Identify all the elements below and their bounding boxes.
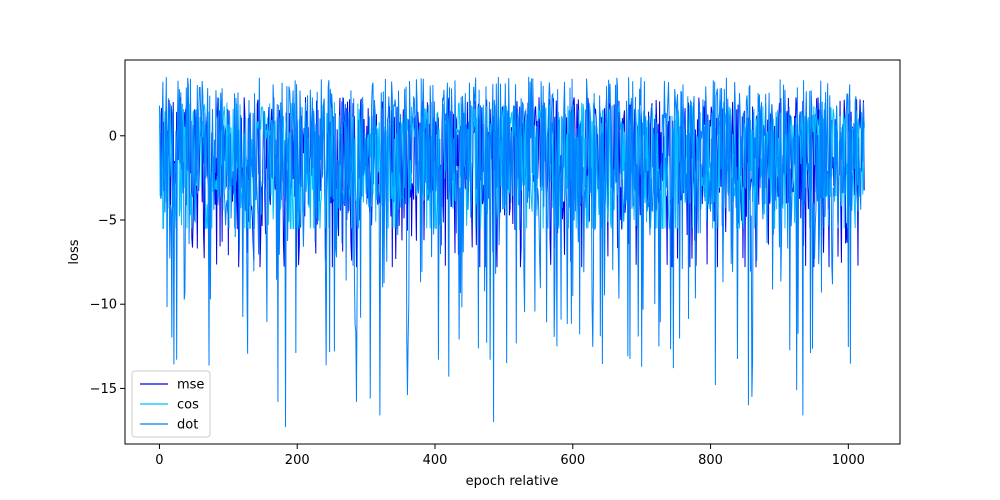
x-tick-label: 800 [698, 453, 723, 468]
x-tick-label: 200 [285, 453, 310, 468]
x-axis-label: epoch relative [466, 474, 559, 489]
x-tick-label: 1000 [832, 453, 865, 468]
x-tick-label: 400 [423, 453, 448, 468]
y-tick-label: −5 [98, 214, 117, 229]
x-tick-label: 600 [560, 453, 585, 468]
legend-label-dot: dot [177, 418, 198, 433]
legend-label-cos: cos [177, 398, 199, 413]
plot-frame [124, 59, 901, 445]
y-axis: −15 −10 −5 0 [90, 129, 125, 397]
y-tick-label: −15 [90, 382, 117, 397]
x-axis: 0 200 400 600 800 1000 [155, 444, 865, 468]
y-tick-label: −10 [90, 298, 117, 313]
legend-box [131, 370, 211, 438]
legend: mse cos dot [131, 370, 211, 438]
y-axis-label: loss [67, 239, 82, 264]
x-tick-label: 0 [155, 453, 163, 468]
legend-label-mse: mse [177, 378, 204, 393]
series-line-dot [158, 76, 865, 428]
y-tick-label: 0 [109, 129, 117, 144]
series-layer [158, 76, 865, 428]
